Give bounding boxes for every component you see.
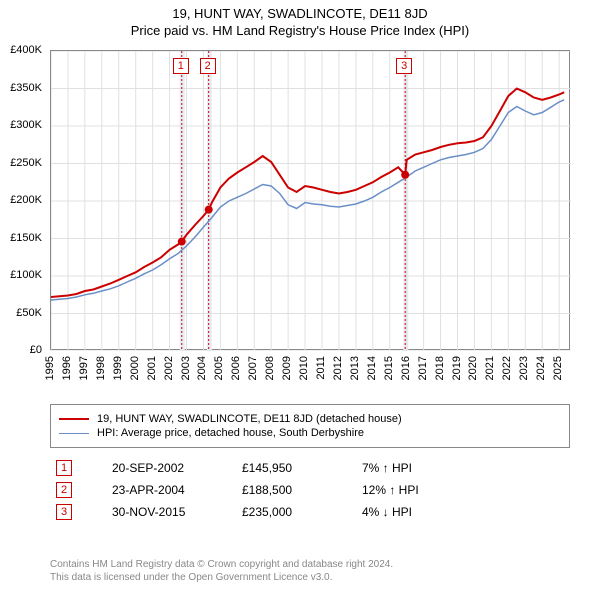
x-tick-label: 2010 (298, 356, 310, 380)
x-tick-label: 1998 (95, 356, 107, 380)
x-tick-label: 2011 (315, 356, 327, 380)
x-tick-label: 2009 (281, 356, 293, 380)
x-tick-label: 1999 (112, 356, 124, 380)
marker-date: 20-SEP-2002 (112, 461, 242, 475)
x-tick-label: 1996 (61, 356, 73, 380)
y-tick-label: £300K (10, 119, 42, 131)
y-tick-label: £0 (30, 344, 42, 356)
legend: 19, HUNT WAY, SWADLINCOTE, DE11 8JD (det… (50, 404, 570, 448)
x-tick-label: 2013 (349, 356, 361, 380)
x-tick-label: 2002 (163, 356, 175, 380)
x-tick-label: 1997 (78, 356, 90, 380)
legend-swatch (59, 433, 89, 434)
x-tick-label: 2025 (552, 356, 564, 380)
chart-svg (51, 51, 571, 351)
marker-date: 23-APR-2004 (112, 483, 242, 497)
title-address: 19, HUNT WAY, SWADLINCOTE, DE11 8JD (0, 6, 600, 21)
marker-pct: 7% ↑ HPI (362, 461, 482, 475)
title-subtitle: Price paid vs. HM Land Registry's House … (0, 23, 600, 38)
marker-number-box: 2 (200, 58, 216, 74)
x-tick-label: 2024 (535, 356, 547, 380)
y-tick-label: £200K (10, 194, 42, 206)
attribution-line: This data is licensed under the Open Gov… (50, 571, 570, 584)
x-tick-label: 2007 (247, 356, 259, 380)
x-tick-label: 2008 (264, 356, 276, 380)
x-tick-label: 2017 (417, 356, 429, 380)
legend-label: HPI: Average price, detached house, Sout… (97, 427, 364, 439)
legend-swatch (59, 418, 89, 420)
x-tick-label: 2015 (383, 356, 395, 380)
marker-number-box: 3 (396, 58, 412, 74)
markers-table: 1 20-SEP-2002£145,9507% ↑ HPI 2 23-APR-2004… (50, 454, 570, 526)
y-tick-label: £150K (10, 232, 42, 244)
x-tick-label: 2003 (180, 356, 192, 380)
x-axis-labels: 1995199619971998199920002001200220032004… (50, 352, 570, 402)
x-tick-label: 2012 (332, 356, 344, 380)
x-tick-label: 2016 (400, 356, 412, 380)
marker-pct: 12% ↑ HPI (362, 483, 482, 497)
marker-row: 3 30-NOV-2015£235,0004% ↓ HPI (50, 504, 570, 520)
marker-row: 1 20-SEP-2002£145,9507% ↑ HPI (50, 460, 570, 476)
y-tick-label: £100K (10, 269, 42, 281)
marker-date: 30-NOV-2015 (112, 505, 242, 519)
x-tick-label: 2001 (146, 356, 158, 380)
x-tick-label: 2005 (213, 356, 225, 380)
marker-row: 2 23-APR-2004£188,50012% ↑ HPI (50, 482, 570, 498)
marker-price: £188,500 (242, 483, 362, 497)
y-tick-label: £50K (16, 307, 42, 319)
legend-row-price-paid: 19, HUNT WAY, SWADLINCOTE, DE11 8JD (det… (59, 413, 561, 425)
attribution: Contains HM Land Registry data © Crown c… (50, 558, 570, 584)
marker-number-box: 3 (56, 504, 72, 520)
x-tick-label: 2000 (129, 356, 141, 380)
chart-plot-area (50, 50, 570, 350)
legend-label: 19, HUNT WAY, SWADLINCOTE, DE11 8JD (det… (97, 413, 402, 425)
marker-price: £235,000 (242, 505, 362, 519)
marker-number-box: 2 (56, 482, 72, 498)
marker-price: £145,950 (242, 461, 362, 475)
marker-number-box: 1 (173, 58, 189, 74)
x-tick-label: 2023 (518, 356, 530, 380)
legend-row-hpi: HPI: Average price, detached house, Sout… (59, 427, 561, 439)
x-tick-label: 2021 (484, 356, 496, 380)
x-tick-label: 1995 (44, 356, 56, 380)
y-tick-label: £350K (10, 82, 42, 94)
x-tick-label: 2020 (467, 356, 479, 380)
x-tick-label: 2004 (196, 356, 208, 380)
x-tick-label: 2018 (434, 356, 446, 380)
marker-pct: 4% ↓ HPI (362, 505, 482, 519)
x-tick-label: 2014 (366, 356, 378, 380)
y-tick-label: £250K (10, 157, 42, 169)
marker-number-box: 1 (56, 460, 72, 476)
x-tick-label: 2006 (230, 356, 242, 380)
attribution-line: Contains HM Land Registry data © Crown c… (50, 558, 570, 571)
x-tick-label: 2019 (451, 356, 463, 380)
y-axis-labels: £0£50K£100K£150K£200K£250K£300K£350K£400… (0, 50, 46, 350)
x-tick-label: 2022 (501, 356, 513, 380)
y-tick-label: £400K (10, 44, 42, 56)
